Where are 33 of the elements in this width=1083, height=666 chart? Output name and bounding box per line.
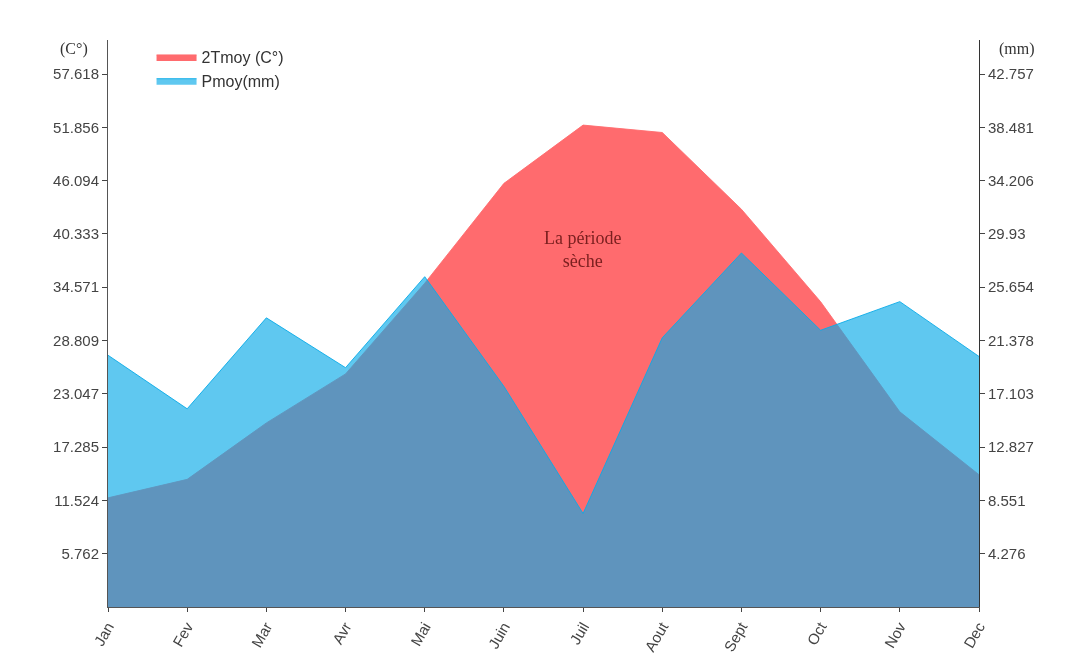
- y-tick-label: 34.571: [53, 278, 99, 296]
- x-tick-label: Juin: [484, 619, 513, 652]
- y2-tick-label: 34.206: [988, 171, 1034, 189]
- y-tick-label: 51.856: [53, 118, 99, 136]
- annotation: La période sèche: [544, 228, 622, 272]
- y-axis-title: (C°): [60, 40, 88, 58]
- y2-tick-label: 42.757: [988, 65, 1034, 83]
- x-tick-label: Jan: [90, 619, 118, 649]
- y2-tick-label: 38.481: [988, 118, 1034, 136]
- y2-axis-title: (mm): [999, 40, 1035, 58]
- y2-tick-label: 29.93: [988, 225, 1026, 243]
- y-tick-label: 28.809: [53, 331, 99, 349]
- x-tick-label: Dec: [960, 618, 989, 651]
- y-tick-label: 17.285: [53, 438, 99, 456]
- y-tick-label: 46.094: [53, 171, 99, 189]
- y2-tick-label: 21.378: [988, 331, 1034, 349]
- x-tick-label: Juil: [566, 619, 593, 648]
- x-tick-label: Mai: [407, 619, 434, 649]
- y-tick-label: 11.524: [54, 491, 99, 509]
- y-tick-label: 57.618: [53, 65, 99, 83]
- x-tick-label: Oct: [803, 618, 831, 648]
- y-tick-label: 23.047: [53, 385, 99, 403]
- y2-tick-label: 25.654: [988, 278, 1034, 296]
- y2-tick-label: 8.551: [988, 491, 1026, 509]
- x-tick-label: Fev: [169, 618, 197, 650]
- y2-tick-label: 12.827: [988, 438, 1034, 456]
- y2-tick-label: 4.276: [988, 544, 1026, 562]
- y-tick-label: 40.333: [53, 225, 99, 243]
- y2-tick-label: 17.103: [988, 385, 1034, 403]
- legend-label: Pmoy(mm): [201, 72, 280, 90]
- y-tick-label: 5.762: [61, 544, 99, 562]
- x-tick-label: Avr: [328, 619, 355, 648]
- legend-label: 2Tmoy (C°): [201, 49, 284, 67]
